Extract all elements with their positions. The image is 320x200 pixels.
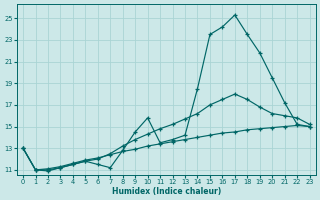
X-axis label: Humidex (Indice chaleur): Humidex (Indice chaleur)	[112, 187, 221, 196]
